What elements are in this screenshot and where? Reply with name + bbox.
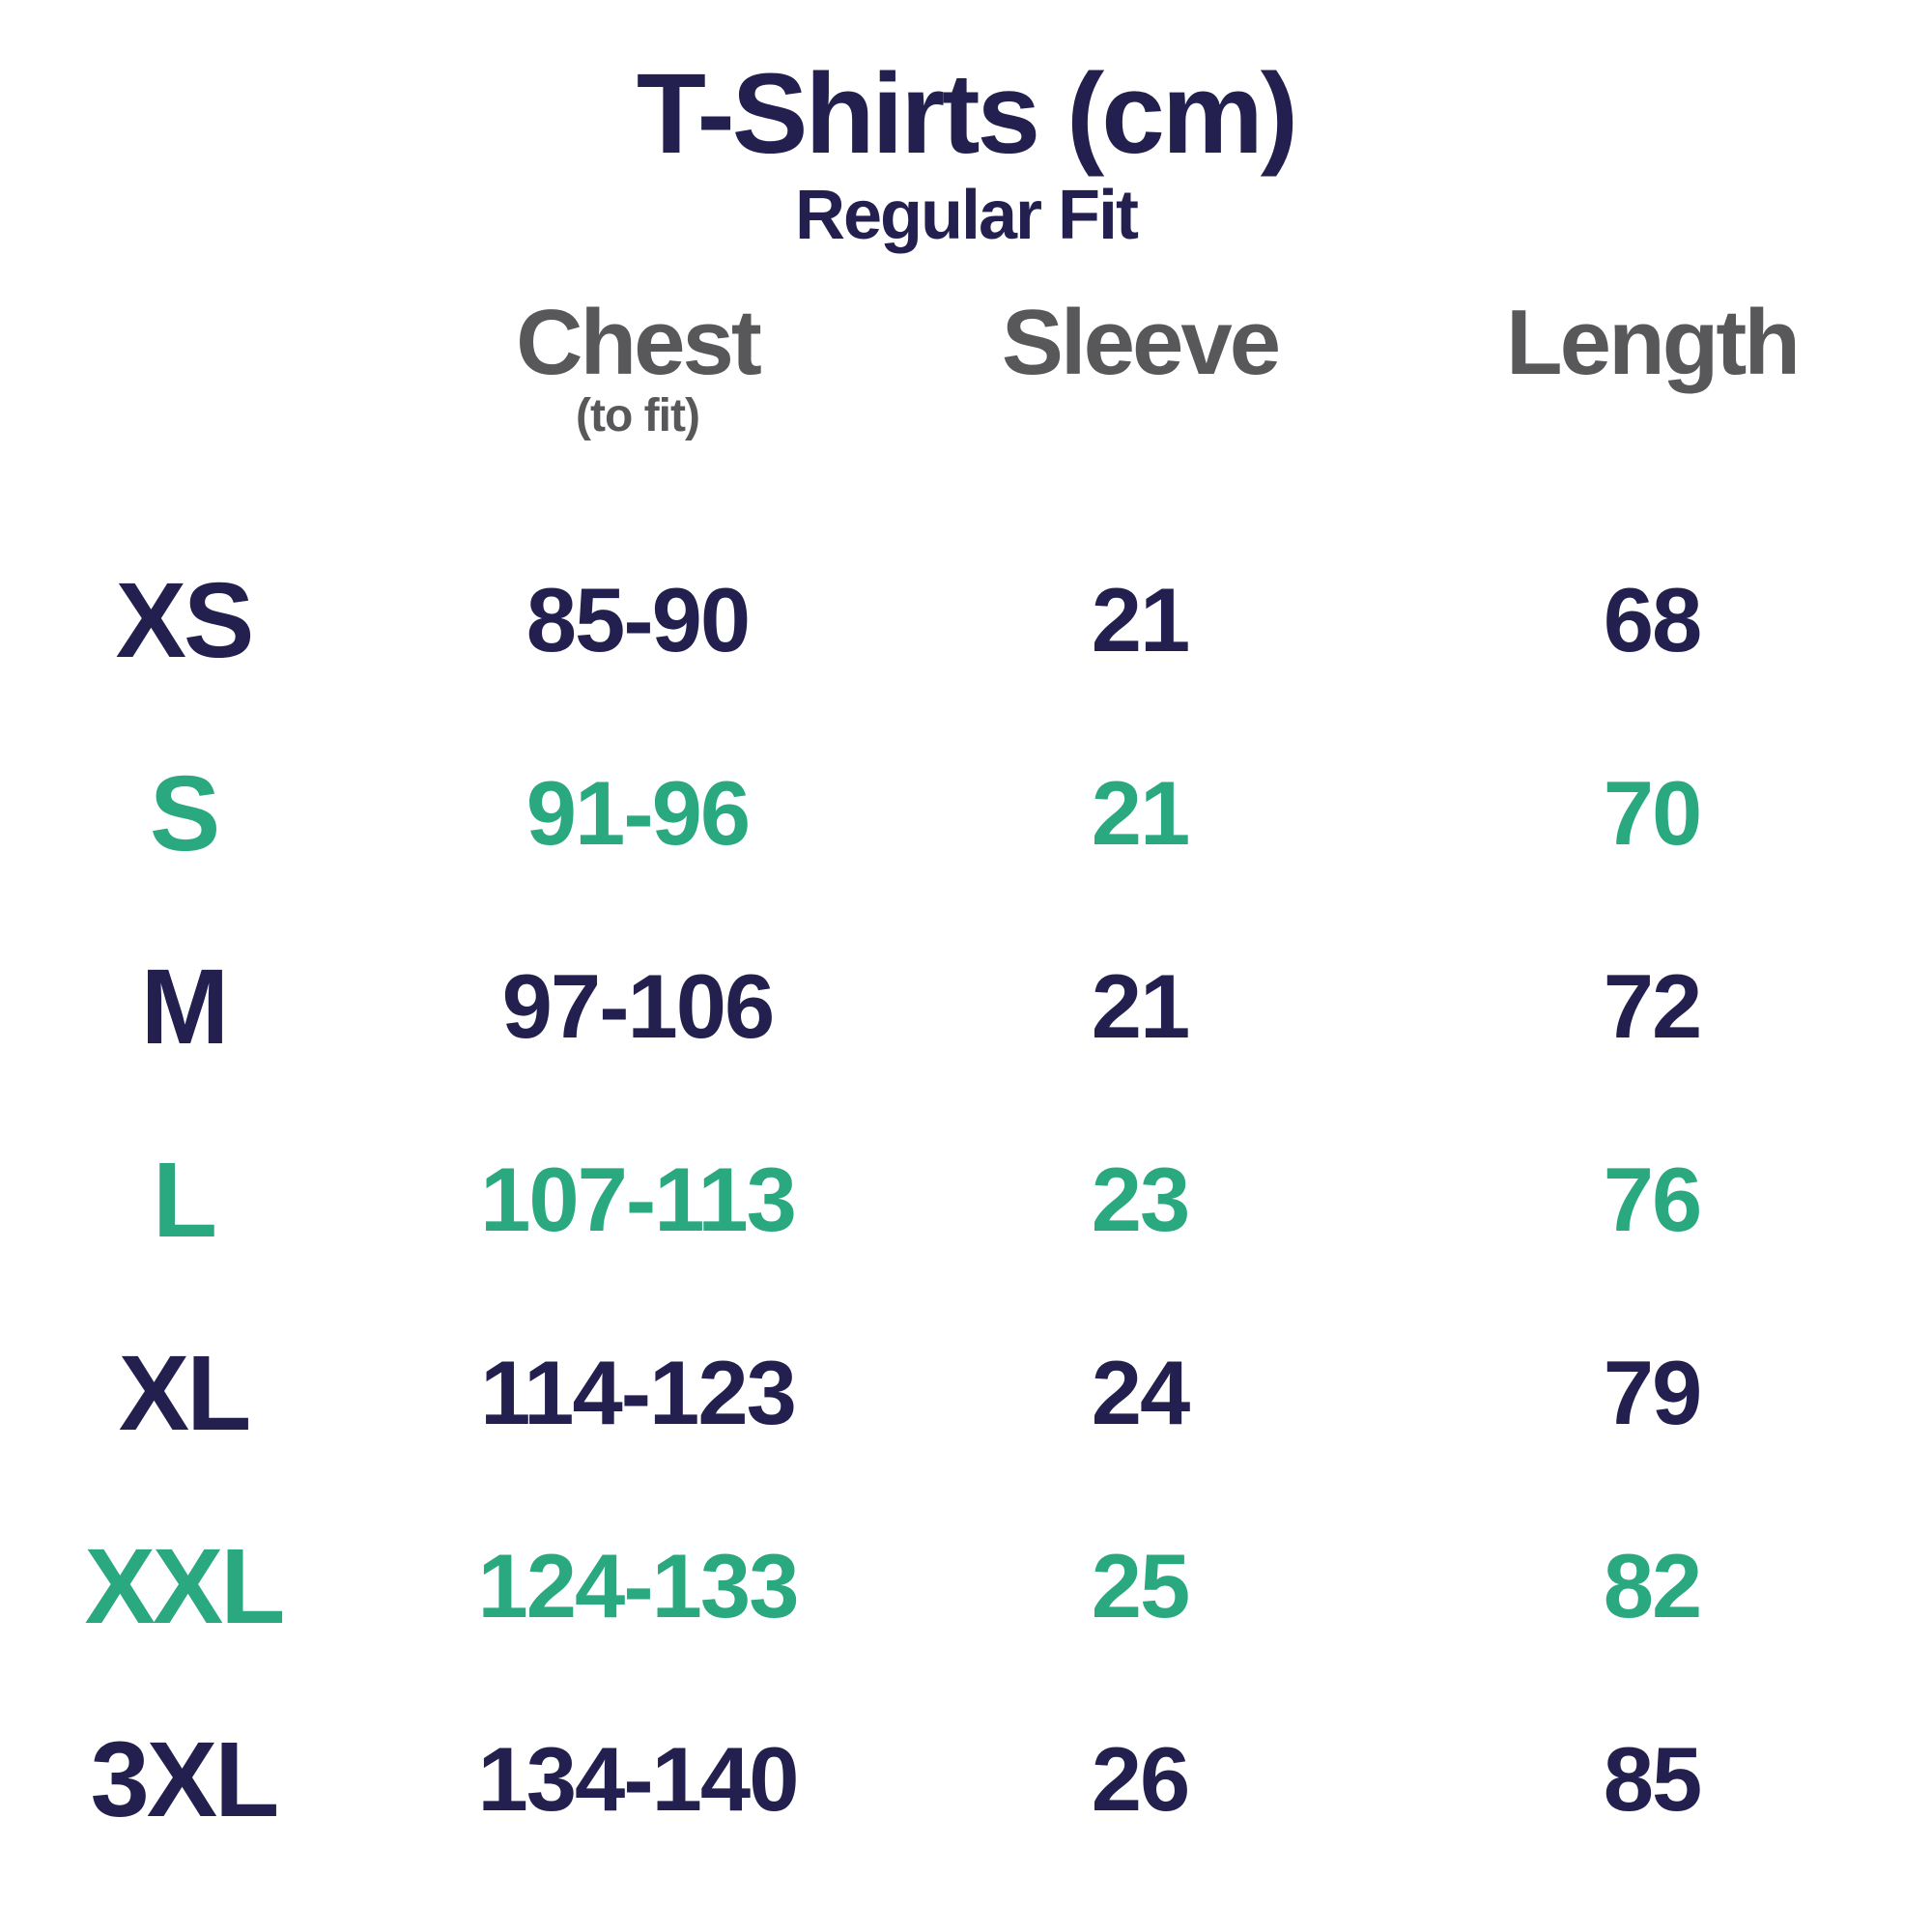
row-length-value: 68 [1603, 569, 1703, 671]
row-sleeve-value: 24 [1091, 1342, 1191, 1444]
row-size-label: S [149, 753, 220, 873]
row-sleeve-value: 23 [1091, 1149, 1191, 1251]
row-chest-value: 91-96 [526, 762, 751, 865]
row-chest-value: 85-90 [526, 569, 751, 671]
row-size-label: L [152, 1140, 217, 1260]
page-subtitle: Regular Fit [794, 177, 1139, 255]
column-header-length-label: Length [1506, 291, 1801, 395]
row-chest-value: 97-106 [501, 955, 776, 1058]
row-sleeve-value: 21 [1091, 762, 1191, 865]
row-sleeve-value: 25 [1091, 1535, 1191, 1637]
column-header-sleeve: Sleeve [908, 279, 1372, 524]
row-chest-value: 134-140 [477, 1728, 800, 1831]
row-size-label: XXL [84, 1526, 286, 1646]
row-length-value: 72 [1603, 955, 1703, 1058]
row-sleeve-value: 26 [1091, 1728, 1191, 1831]
row-chest-value: 124-133 [477, 1535, 800, 1637]
row-length-value: 70 [1603, 762, 1703, 865]
row-length-value: 85 [1603, 1728, 1703, 1831]
column-header-chest-sublabel: (to fit) [576, 390, 700, 442]
column-header-chest: Chest (to fit) [367, 279, 908, 524]
row-chest-value: 107-113 [480, 1149, 797, 1251]
column-header-sleeve-label: Sleeve [1001, 291, 1281, 395]
column-header-length: Length [1372, 279, 1932, 524]
row-length-value: 76 [1603, 1149, 1703, 1251]
page-title: T-Shirts (cm) [636, 50, 1298, 178]
row-size-label: 3XL [90, 1719, 280, 1839]
row-chest-value: 114-123 [480, 1342, 797, 1444]
column-header-chest-label: Chest [516, 291, 762, 395]
row-sleeve-value: 21 [1091, 569, 1191, 671]
row-sleeve-value: 21 [1091, 955, 1191, 1058]
row-size-label: XL [118, 1333, 252, 1453]
row-length-value: 82 [1603, 1535, 1703, 1637]
row-length-value: 79 [1603, 1342, 1703, 1444]
size-table: Chest (to fit) Sleeve Length XS 85-90 21… [0, 279, 1932, 1876]
row-size-label: XS [115, 560, 255, 680]
row-size-label: M [140, 947, 230, 1066]
header-spacer [0, 279, 367, 524]
